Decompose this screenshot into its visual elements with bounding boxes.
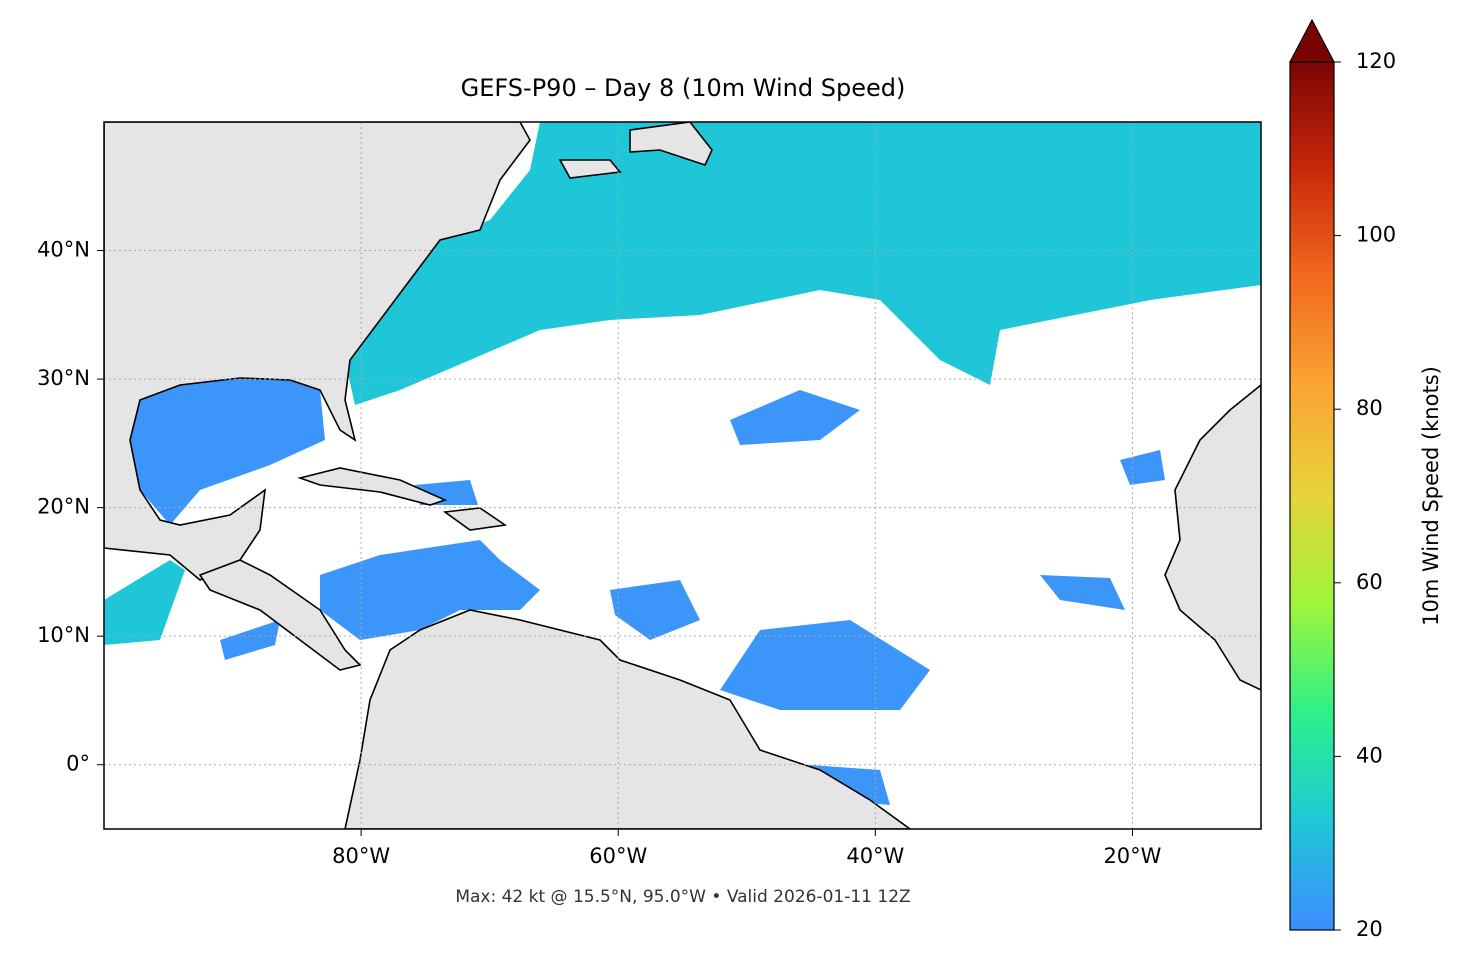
y-tick-label: 20°N [37, 495, 90, 519]
hispaniola [442, 507, 508, 531]
africa [1164, 383, 1261, 691]
x-tick-label: 40°W [846, 844, 904, 868]
x-tick-label: 60°W [589, 844, 647, 868]
central-america [198, 559, 362, 671]
y-tick-label: 0° [66, 752, 90, 776]
wind-field [610, 580, 700, 640]
south-america [344, 609, 912, 829]
wind-field [720, 620, 930, 710]
colorbar [1289, 61, 1335, 931]
colorbar-tick-label: 100 [1356, 223, 1396, 247]
north-america [104, 122, 531, 581]
wind-field [1120, 450, 1165, 485]
newfoundland [629, 122, 713, 166]
colorbar-label: 10m Wind Speed (knots) [1419, 366, 1443, 626]
colorbar-tick-label: 40 [1356, 743, 1383, 767]
y-tick-label: 40°N [37, 238, 90, 262]
wind-field [1040, 575, 1125, 610]
wind-field [730, 390, 860, 445]
annotation: Max: 42 kt @ 15.5°N, 95.0°W • Valid 2026… [455, 887, 910, 907]
colorbar-extend [1289, 18, 1335, 63]
wind-field [220, 620, 280, 660]
y-tick-label: 10°N [37, 623, 90, 647]
wind-field [345, 122, 1261, 405]
colorbar-tick-label: 20 [1356, 917, 1383, 941]
colorbar-tick-label: 60 [1356, 570, 1383, 594]
wind-field [104, 560, 185, 645]
nova-scotia [558, 159, 622, 179]
cuba [297, 467, 448, 506]
map-frame [103, 121, 1262, 830]
colorbar-tick-label: 80 [1356, 396, 1383, 420]
chart-title: GEFS-P90 – Day 8 (10m Wind Speed) [461, 74, 906, 102]
map-layer [104, 122, 1261, 829]
y-tick-label: 30°N [37, 366, 90, 390]
axes-layer: 80°W 60°W 40°W 20°W 0° 10°N 20°N 30°N 40°N [37, 122, 1261, 868]
wind-field [130, 378, 325, 525]
x-tick-label: 20°W [1103, 844, 1161, 868]
colorbar-tick-label: 120 [1356, 49, 1396, 73]
x-tick-label: 80°W [332, 844, 390, 868]
wind-field [320, 540, 540, 640]
